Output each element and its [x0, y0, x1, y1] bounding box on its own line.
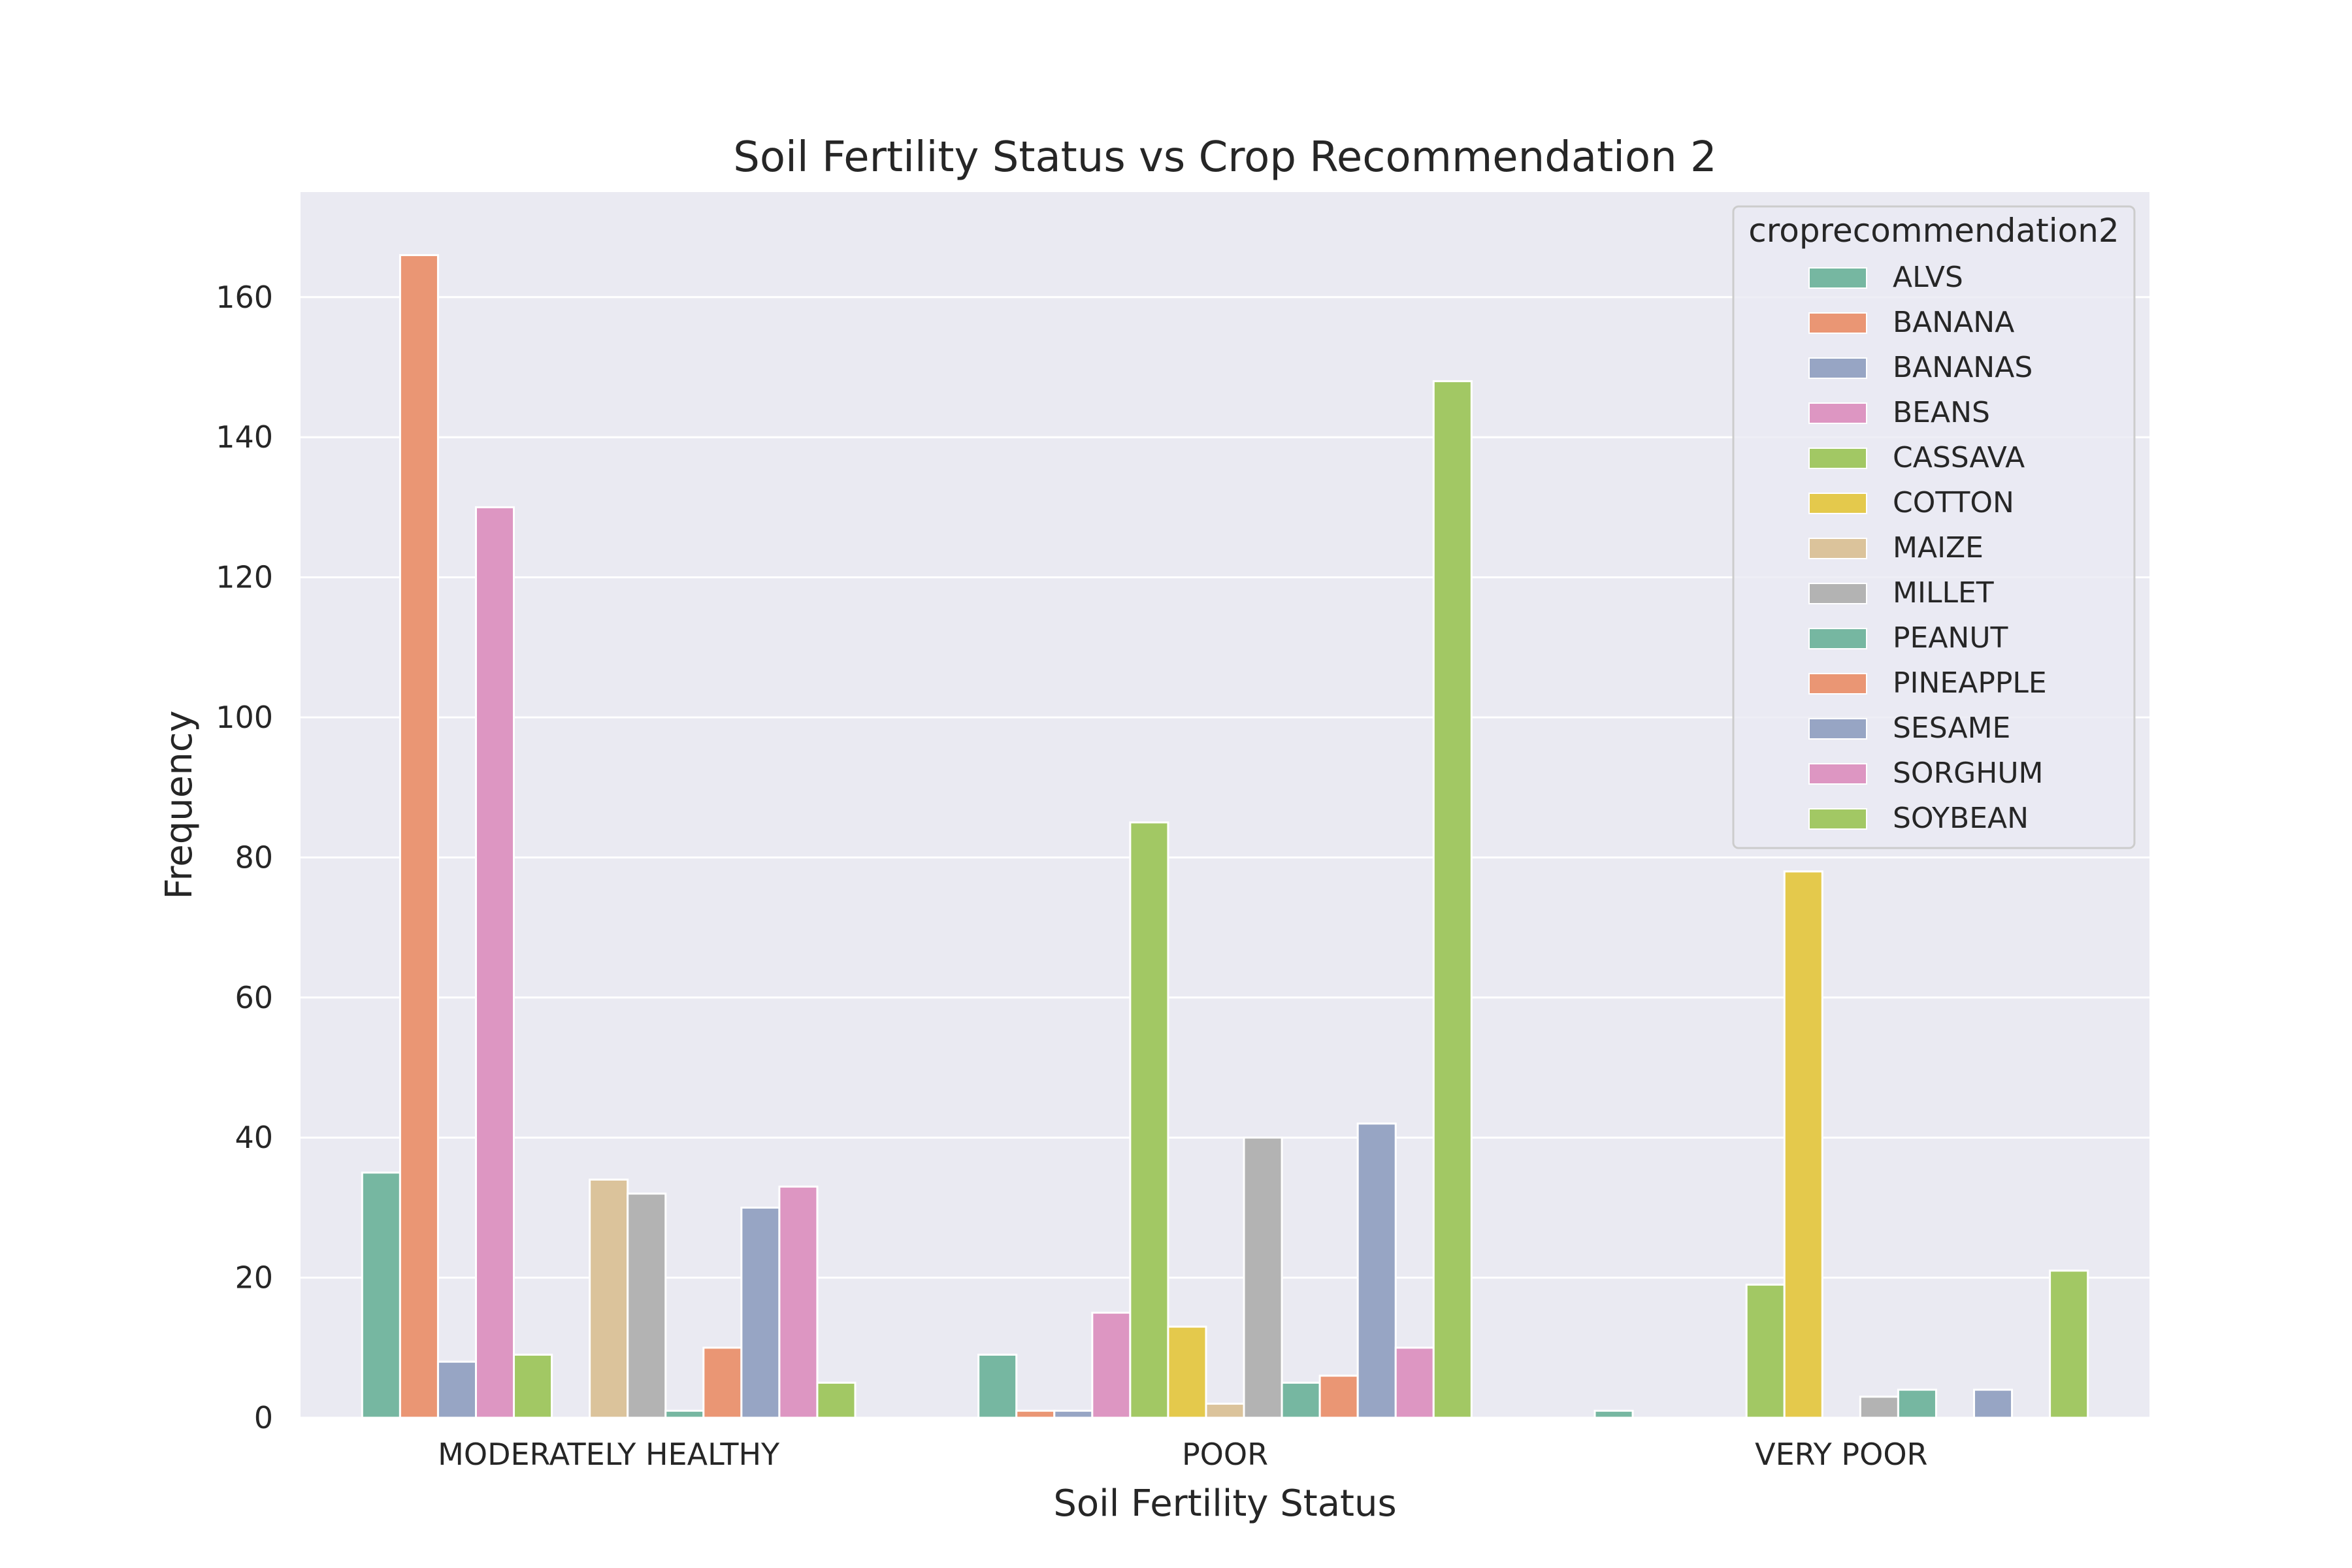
- bar-beans-0: [474, 506, 515, 1419]
- bar-peanut-0: [664, 1409, 705, 1419]
- legend-swatch: [1808, 402, 1867, 424]
- legend-swatch: [1808, 718, 1867, 740]
- legend-label: BANANA: [1893, 306, 2014, 339]
- bar-maize-0: [589, 1179, 629, 1419]
- y-axis-label: Frequency: [158, 710, 201, 899]
- bar-millet-0: [627, 1192, 667, 1419]
- bar-alvs-2: [1593, 1409, 1634, 1419]
- bar-peanut-1: [1281, 1381, 1321, 1419]
- bar-maize-1: [1205, 1403, 1245, 1419]
- bar-pineapple-1: [1318, 1375, 1359, 1419]
- bar-banana-1: [1015, 1409, 1056, 1419]
- y-tick-label: 120: [216, 560, 273, 595]
- bar-bananas-0: [436, 1360, 477, 1419]
- bar-sorghum-0: [778, 1185, 819, 1419]
- bar-beans-1: [1091, 1311, 1132, 1419]
- y-tick-label: 100: [216, 700, 273, 735]
- legend-swatch: [1808, 448, 1867, 469]
- legend-label: BEANS: [1893, 396, 1990, 429]
- legend-swatch: [1808, 312, 1867, 334]
- legend-label: ALVS: [1893, 261, 1963, 294]
- legend-label: MAIZE: [1893, 531, 1984, 564]
- legend-swatch: [1808, 267, 1867, 289]
- y-tick-label: 140: [216, 419, 273, 455]
- legend-title: croprecommendation2: [1748, 212, 2119, 250]
- legend-label: MILLET: [1893, 576, 1994, 610]
- bar-alvs-0: [361, 1171, 401, 1419]
- x-tick-label: POOR: [1182, 1437, 1268, 1472]
- x-tick-label: MODERATELY HEALTHY: [438, 1437, 780, 1472]
- bar-peanut-2: [1897, 1388, 1937, 1419]
- bar-soybean-2: [2049, 1269, 2089, 1419]
- legend-swatch: [1808, 808, 1867, 830]
- bar-sesame-1: [1356, 1122, 1397, 1419]
- bar-cotton-2: [1783, 870, 1823, 1419]
- legend-label: SORGHUM: [1893, 757, 2043, 790]
- y-tick-label: 60: [235, 980, 273, 1015]
- bar-millet-1: [1243, 1136, 1283, 1419]
- x-tick-label: VERY POOR: [1755, 1437, 1927, 1472]
- legend-swatch: [1808, 493, 1867, 514]
- legend-label: COTTON: [1893, 486, 2014, 519]
- bar-banana-0: [399, 253, 439, 1419]
- bar-bananas-1: [1053, 1409, 1094, 1419]
- chart-title: Soil Fertility Status vs Crop Recommenda…: [733, 133, 1716, 182]
- legend-swatch: [1808, 357, 1867, 379]
- legend-label: CASSAVA: [1893, 441, 2025, 474]
- legend-label: PINEAPPLE: [1893, 666, 2047, 700]
- bar-millet-2: [1859, 1396, 1899, 1419]
- legend-items: ALVS BANANA BANANAS BEANS CASSAVA COTTON MAIZE…: [1808, 261, 2047, 835]
- bar-pineapple-0: [702, 1347, 743, 1419]
- legend: croprecommendation2 ALVS BANANA BANANAS BEA…: [1732, 205, 2136, 849]
- legend-swatch: [1808, 583, 1867, 604]
- y-axis-ticks: 0 20 40 60 80 100 120 140 160: [216, 280, 273, 1435]
- legend-box: [1732, 205, 2136, 849]
- bar-soybean-0: [816, 1381, 857, 1419]
- bar-sorghum-1: [1394, 1347, 1435, 1419]
- x-axis-label: Soil Fertility Status: [1053, 1482, 1396, 1525]
- bar-alvs-1: [977, 1354, 1018, 1419]
- legend-swatch: [1808, 763, 1867, 785]
- legend-label: BANANAS: [1893, 351, 2033, 384]
- bars: [361, 253, 2089, 1419]
- bar-cassava-2: [1745, 1283, 1786, 1419]
- y-tick-label: 160: [216, 280, 273, 315]
- bar-cotton-1: [1167, 1326, 1207, 1419]
- bar-cassava-0: [513, 1354, 553, 1419]
- x-axis-ticks: MODERATELY HEALTHY POOR VERY POOR: [438, 1437, 1927, 1472]
- bar-soybean-1: [1432, 380, 1473, 1419]
- bar-sesame-2: [1973, 1388, 2014, 1419]
- y-tick-label: 80: [235, 840, 273, 875]
- legend-label: SESAME: [1893, 711, 2010, 745]
- legend-swatch: [1808, 538, 1867, 559]
- legend-label: SOYBEAN: [1893, 802, 2029, 835]
- y-tick-label: 40: [235, 1120, 273, 1155]
- y-tick-label: 0: [254, 1400, 273, 1435]
- legend-label: PEANUT: [1893, 621, 2008, 655]
- legend-swatch: [1808, 673, 1867, 694]
- legend-swatch: [1808, 628, 1867, 649]
- y-tick-label: 20: [235, 1260, 273, 1296]
- bar-cassava-1: [1129, 821, 1169, 1419]
- bar-sesame-0: [740, 1206, 781, 1419]
